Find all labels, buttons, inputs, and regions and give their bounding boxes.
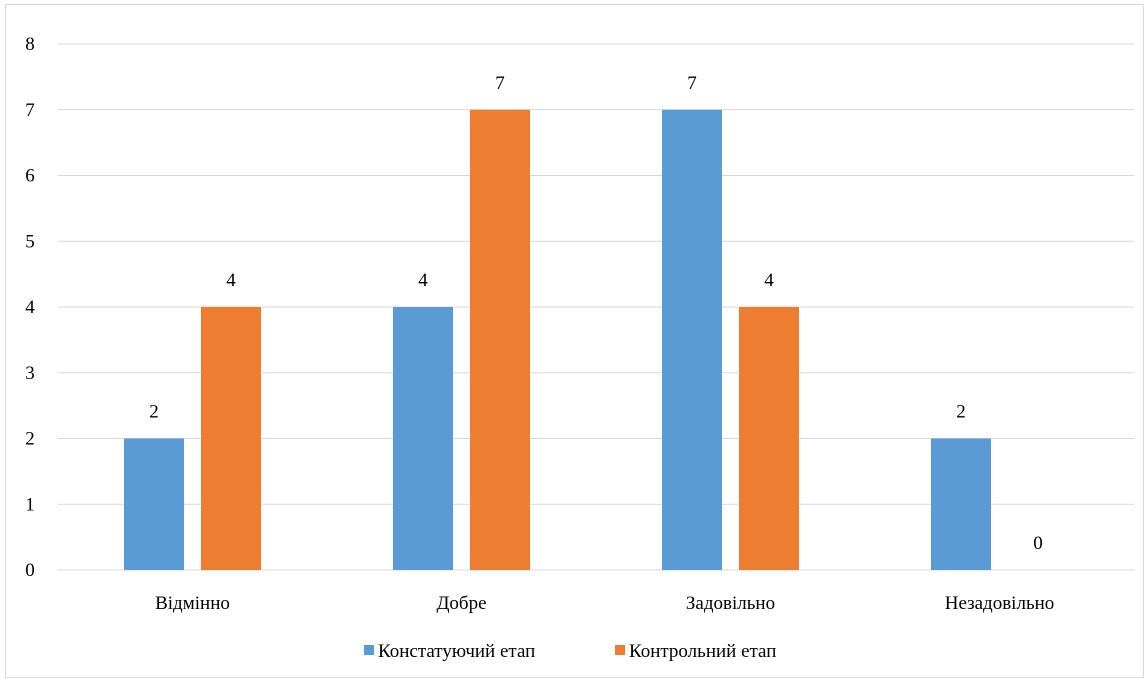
bar-series-2 (739, 307, 799, 570)
x-category-label: Добре (436, 593, 486, 614)
y-tick-label: 0 (25, 560, 35, 581)
y-tick-label: 1 (25, 494, 35, 515)
legend: Констатуючий етап Контрольний етап (364, 641, 776, 662)
x-axis-categories: Відмінно Добре Задовільно Незадовільно (155, 593, 1054, 614)
y-tick-label: 4 (25, 297, 35, 318)
y-tick-label: 2 (25, 429, 35, 450)
legend-swatch (615, 645, 625, 655)
y-tick-label: 8 (25, 34, 35, 55)
bar-series-1 (124, 438, 184, 570)
data-label: 2 (956, 402, 966, 423)
data-labels: 2 4 4 7 7 4 2 0 (149, 73, 1043, 554)
data-label: 4 (226, 270, 236, 291)
bar-series-1 (931, 438, 991, 570)
legend-label: Констатуючий етап (378, 641, 535, 662)
bars (124, 109, 991, 570)
data-label: 7 (495, 73, 505, 94)
x-category-label: Задовільно (686, 593, 775, 614)
y-tick-label: 5 (25, 231, 35, 252)
legend-swatch (364, 645, 374, 655)
x-category-label: Незадовільно (945, 593, 1055, 614)
y-tick-label: 6 (25, 166, 35, 187)
data-label: 0 (1033, 533, 1043, 554)
y-axis-ticks: 0 1 2 3 4 5 6 7 8 (25, 34, 35, 581)
legend-label: Контрольний етап (629, 641, 776, 662)
y-tick-label: 3 (25, 363, 35, 384)
data-label: 2 (149, 402, 159, 423)
bar-series-1 (662, 109, 722, 570)
bar-series-2 (201, 307, 261, 570)
data-label: 4 (418, 270, 428, 291)
y-tick-label: 7 (25, 100, 35, 121)
data-label: 7 (687, 73, 697, 94)
bar-series-1 (393, 307, 453, 570)
bar-series-2 (470, 109, 530, 570)
x-category-label: Відмінно (155, 593, 230, 614)
data-label: 4 (764, 270, 774, 291)
